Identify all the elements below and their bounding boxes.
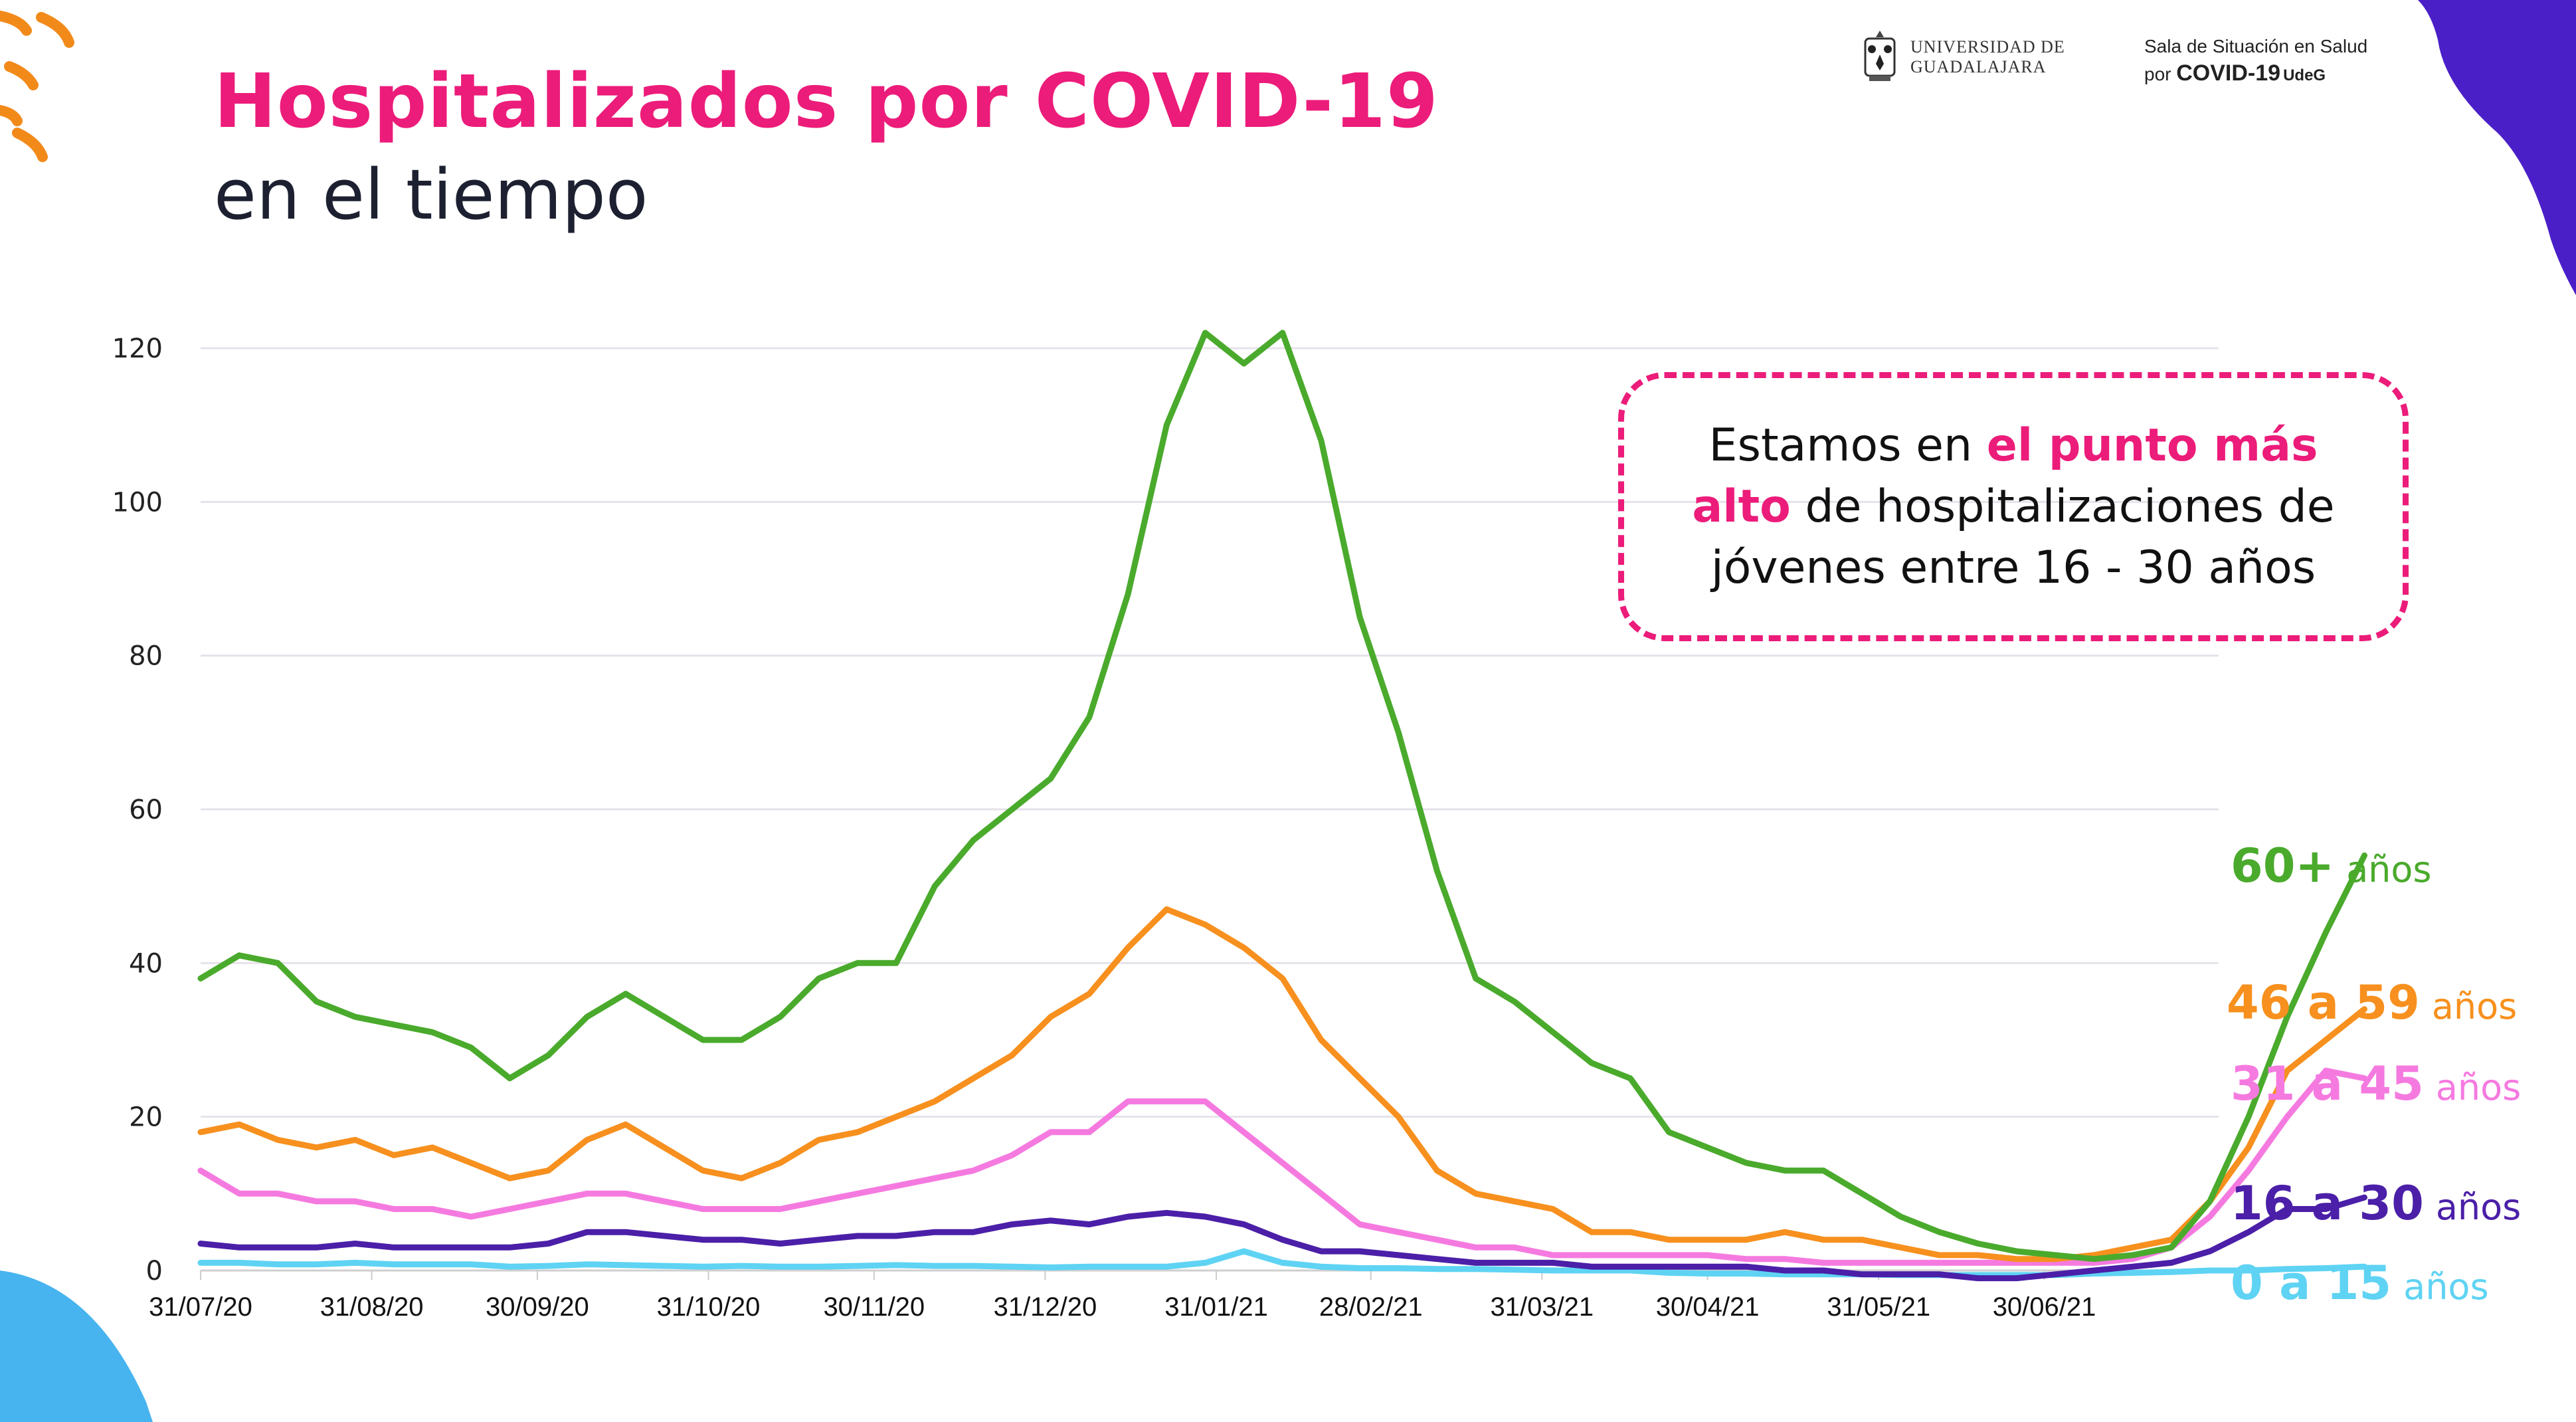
- legend-label-big: 16 a 30: [2231, 1176, 2424, 1231]
- x-tick-label: 31/07/20: [149, 1292, 252, 1322]
- university-name-line2: GUADALAJARA: [1910, 57, 2047, 76]
- x-tick-label: 31/03/21: [1490, 1292, 1594, 1322]
- x-tick-label: 30/11/20: [823, 1292, 925, 1322]
- y-tick-label: 60: [129, 795, 163, 825]
- page-subtitle: en el tiempo: [214, 154, 648, 235]
- x-tick-label: 28/02/21: [1319, 1292, 1423, 1322]
- page-title: Hospitalizados por COVID-19: [214, 58, 1439, 145]
- legend-label-small: años: [2435, 1066, 2522, 1108]
- y-tick-label: 0: [146, 1256, 163, 1286]
- sala-covid: COVID-19: [2176, 60, 2281, 86]
- callout-text-1: Estamos en: [1708, 419, 1987, 472]
- legend-label-small: años: [2346, 849, 2432, 890]
- callout-highlight-1: el punto más: [1986, 419, 2318, 472]
- x-tick-label: 31/12/20: [994, 1292, 1097, 1322]
- series-line-4: [197, 1248, 2367, 1278]
- y-tick-label: 80: [129, 641, 163, 672]
- sala-udeg: UdeG: [2283, 66, 2326, 84]
- legend-label-big: 0 a 15: [2231, 1256, 2392, 1310]
- series-line-1: [197, 906, 2367, 1263]
- legend-label-small: años: [2435, 1186, 2522, 1228]
- legend-label-small: años: [2431, 985, 2518, 1027]
- callout-text-3: jóvenes entre 16 - 30 años: [1710, 541, 2316, 594]
- x-tick-label: 31/10/20: [657, 1292, 761, 1322]
- legend-item: 31 a 45 años: [2231, 1057, 2521, 1111]
- legend-label-big: 46 a 59: [2227, 975, 2420, 1030]
- decor-blue-blob: [0, 1270, 153, 1422]
- legend-item: 46 a 59 años: [2227, 975, 2517, 1030]
- sala-line1: Sala de Situación en Salud: [2144, 36, 2368, 56]
- x-tick-label: 30/04/21: [1656, 1292, 1760, 1322]
- callout-highlight-2: alto: [1692, 480, 1791, 533]
- sala-situacion-logo: Sala de Situación en Salud por COVID-19 U…: [2144, 33, 2367, 89]
- y-tick-label: 20: [129, 1102, 163, 1133]
- university-logo: UNIVERSIDAD DE GUADALAJARA: [1860, 29, 2065, 85]
- legend-item: 0 a 15 años: [2231, 1256, 2489, 1310]
- series-line-2: [197, 1067, 2367, 1266]
- x-tick-label: 31/05/21: [1827, 1292, 1930, 1322]
- legend-label-small: años: [2403, 1266, 2489, 1308]
- series-line-0: [197, 330, 2367, 1263]
- legend-item: 60+ años: [2231, 839, 2432, 893]
- x-tick-label: 31/01/21: [1164, 1292, 1268, 1322]
- legend-label-big: 31 a 45: [2231, 1057, 2424, 1111]
- y-tick-label: 40: [129, 948, 163, 979]
- sala-por: por: [2144, 64, 2171, 84]
- callout-box: Estamos en el punto más alto de hospital…: [1618, 372, 2409, 641]
- callout-text-2: de hospitalizaciones de: [1790, 480, 2335, 533]
- x-tick-label: 30/06/21: [1993, 1292, 2096, 1322]
- decor-orange-dashes: [0, 11, 74, 162]
- legend-item: 16 a 30 años: [2231, 1176, 2521, 1231]
- series-line-3: [197, 1194, 2367, 1282]
- decor-purple-blob: [2418, 0, 2576, 296]
- legend-label-big: 60+: [2231, 839, 2335, 893]
- university-crest-icon: [1864, 31, 1896, 81]
- x-tick-label: 31/08/20: [320, 1292, 424, 1322]
- x-tick-label: 30/09/20: [486, 1292, 589, 1322]
- university-name-line1: UNIVERSIDAD DE: [1910, 37, 2065, 56]
- y-tick-label: 100: [112, 487, 163, 518]
- y-tick-label: 120: [112, 334, 163, 364]
